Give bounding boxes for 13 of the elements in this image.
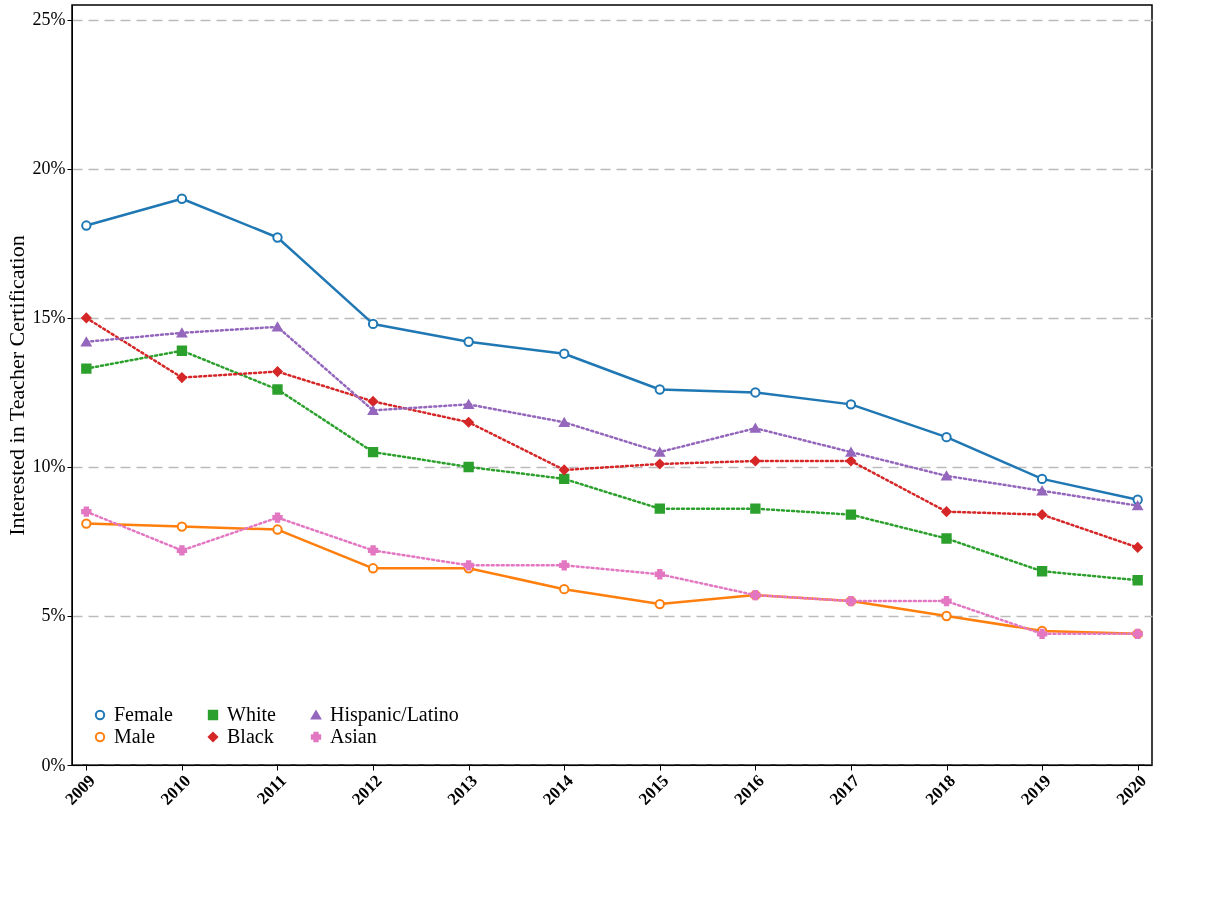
y-tick-label: 0% (41, 754, 66, 775)
legend-label: Female (114, 703, 173, 725)
legend-label: Asian (330, 725, 377, 747)
legend-label: Black (227, 725, 274, 747)
legend-label: Male (114, 725, 156, 747)
legend-label: Hispanic/Latino (330, 703, 459, 726)
y-tick-label: 5% (41, 605, 66, 626)
y-axis-title: Interested in Teacher Certification (3, 235, 29, 536)
y-tick-label: 20% (32, 158, 66, 179)
y-tick-label: 25% (32, 9, 66, 30)
y-tick-label: 15% (32, 307, 66, 328)
y-tick-label: 10% (32, 456, 66, 477)
legend-label: White (227, 703, 276, 725)
